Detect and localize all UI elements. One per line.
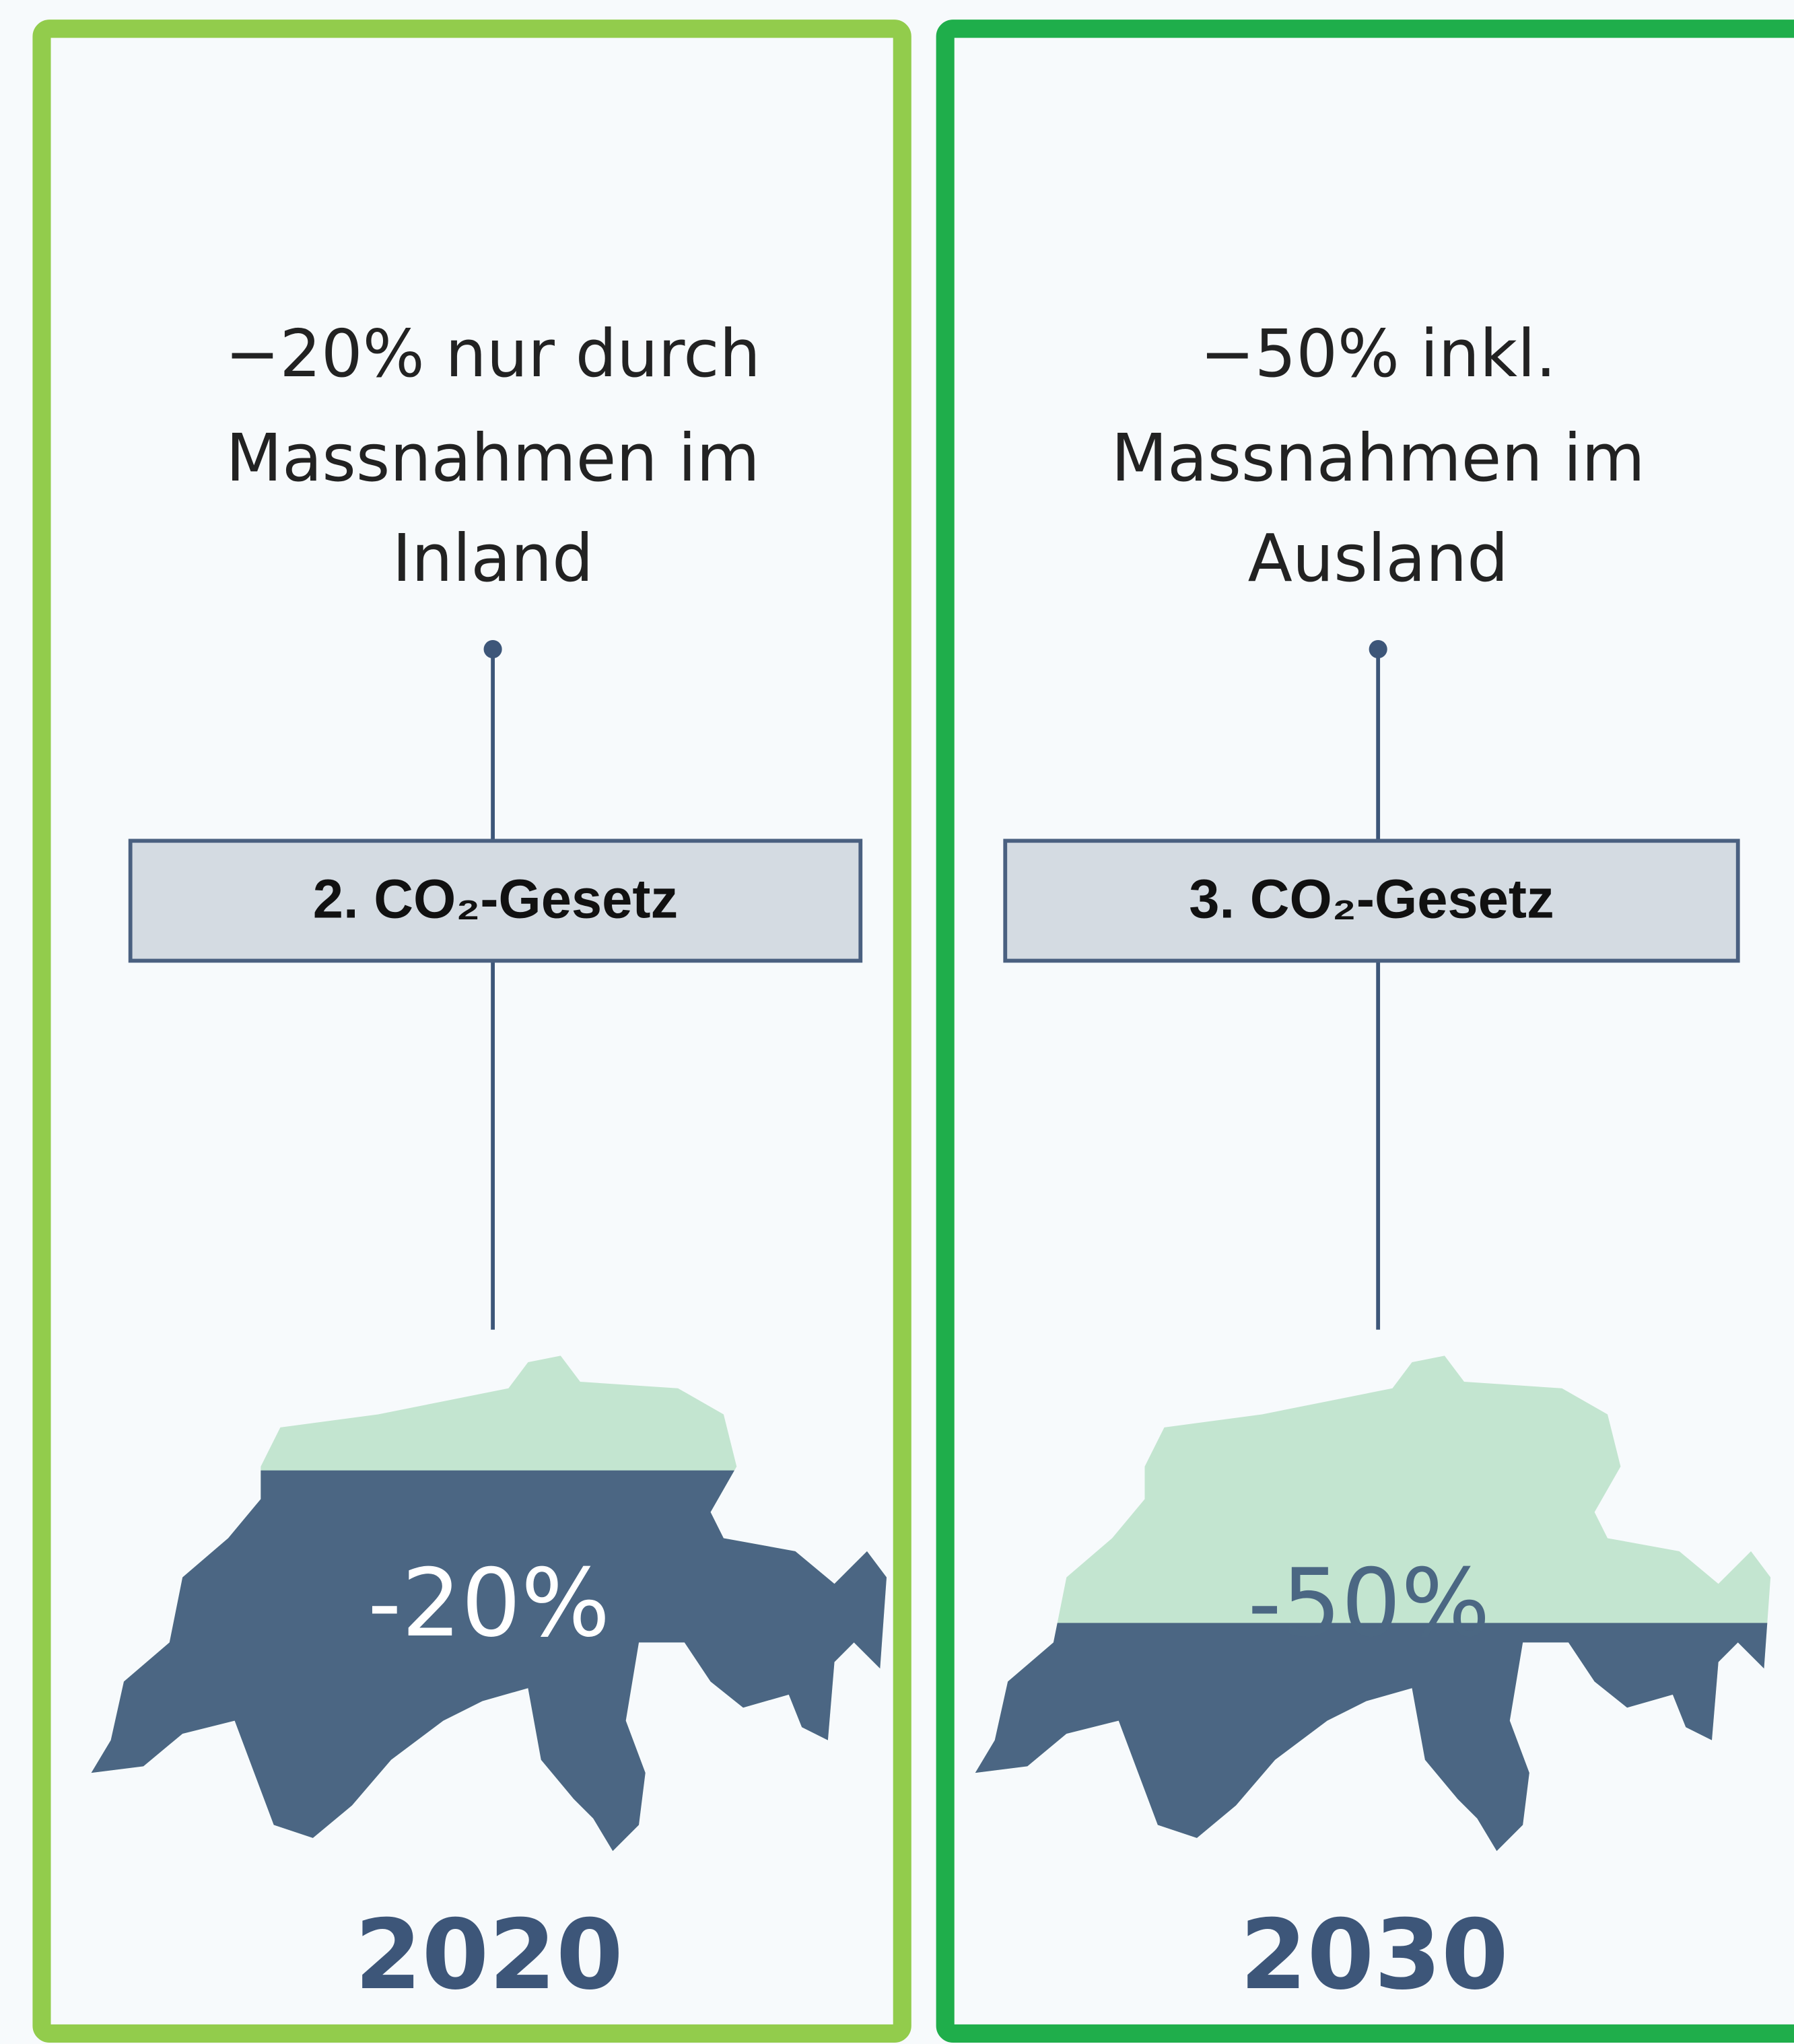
- heading-line: Inland: [392, 520, 594, 596]
- heading-line: −20% nur durch: [225, 316, 761, 392]
- heading-line: Ausland: [1248, 520, 1509, 596]
- panel-border: [936, 20, 1794, 2043]
- heading-line: −50% inkl.: [1200, 316, 1556, 392]
- law-box: [128, 839, 863, 963]
- year-label: 2030: [1240, 1899, 1509, 2011]
- panel: −50% inkl. Massnahmen im Ausland 3. CO₂-…: [936, 20, 1794, 2043]
- percent-label: -50%: [1247, 1549, 1490, 1658]
- panel-border: [32, 20, 911, 2043]
- heading-line: Massnahmen im: [1111, 420, 1645, 496]
- heading-line: Massnahmen im: [226, 420, 760, 496]
- law-label: 3. CO₂-Gesetz: [1189, 869, 1554, 930]
- year-label: 2020: [355, 1899, 623, 2011]
- panel: −20% nur durch Massnahmen im Inland 2. C…: [32, 20, 911, 2043]
- percent-label: -20%: [368, 1549, 610, 1658]
- law-box: [1003, 839, 1740, 963]
- law-label: 2. CO₂-Gesetz: [313, 869, 678, 930]
